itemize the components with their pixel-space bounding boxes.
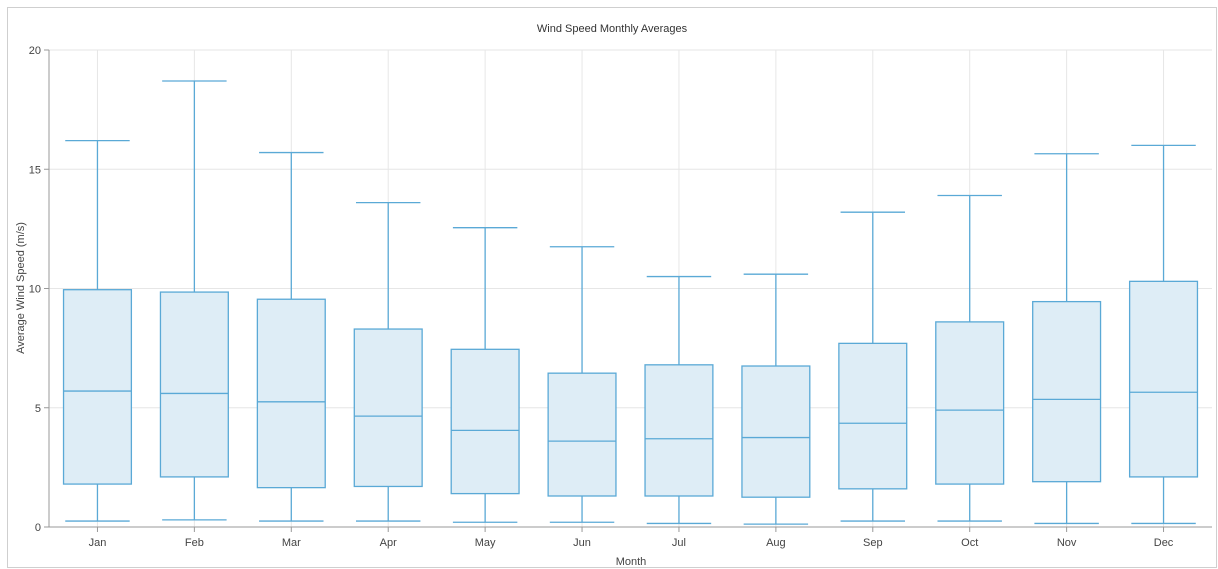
y-tick-label: 0 xyxy=(35,522,41,534)
box-jun xyxy=(547,246,617,523)
iqr-box xyxy=(1128,280,1199,478)
box-apr xyxy=(353,201,423,522)
x-tick-label: Sep xyxy=(863,537,883,549)
box-oct xyxy=(935,194,1005,522)
iqr-box xyxy=(644,364,714,497)
x-tick-label: Jan xyxy=(89,537,107,549)
iqr-box xyxy=(1032,300,1102,483)
box-jul xyxy=(644,275,714,525)
box-sep xyxy=(838,211,908,522)
y-tick-label: 20 xyxy=(29,45,41,57)
box-aug xyxy=(741,273,811,525)
box-may xyxy=(450,227,520,523)
iqr-box xyxy=(353,328,423,488)
box-jan xyxy=(62,139,133,522)
iqr-box xyxy=(62,289,133,485)
box-feb xyxy=(159,80,229,521)
y-tick-label: 10 xyxy=(29,284,41,296)
x-tick-label: Feb xyxy=(185,537,204,549)
box-nov xyxy=(1032,153,1102,525)
x-tick-label: Dec xyxy=(1154,537,1174,549)
x-tick-label: Oct xyxy=(961,537,978,549)
x-tick-label: Aug xyxy=(766,537,786,549)
y-axis-label: Average Wind Speed (m/s) xyxy=(15,222,27,354)
axes: 0 5 10 15 20 Jan Feb Mar Apr May Jun Jul Aug Sep Oct No… xyxy=(29,45,1212,549)
x-tick-label: May xyxy=(475,537,496,549)
x-tick-label: Nov xyxy=(1057,537,1077,549)
iqr-box xyxy=(935,321,1005,485)
iqr-box xyxy=(741,365,811,498)
chart-title: Wind Speed Monthly Averages xyxy=(537,23,688,35)
x-tick-label: Apr xyxy=(380,537,397,549)
iqr-box xyxy=(159,291,229,478)
box-mar xyxy=(256,151,326,522)
iqr-box xyxy=(547,372,617,497)
x-tick-label: Jul xyxy=(672,537,686,549)
x-tick-label: Jun xyxy=(573,537,591,549)
iqr-box xyxy=(838,342,908,490)
iqr-box xyxy=(450,348,520,495)
iqr-box xyxy=(256,298,326,489)
x-tick-label: Mar xyxy=(282,537,301,549)
box-series xyxy=(62,80,1199,525)
y-tick-label: 15 xyxy=(29,164,41,176)
y-tick-label: 5 xyxy=(35,403,41,415)
box-dec xyxy=(1128,144,1199,525)
x-axis-label: Month xyxy=(616,556,647,568)
